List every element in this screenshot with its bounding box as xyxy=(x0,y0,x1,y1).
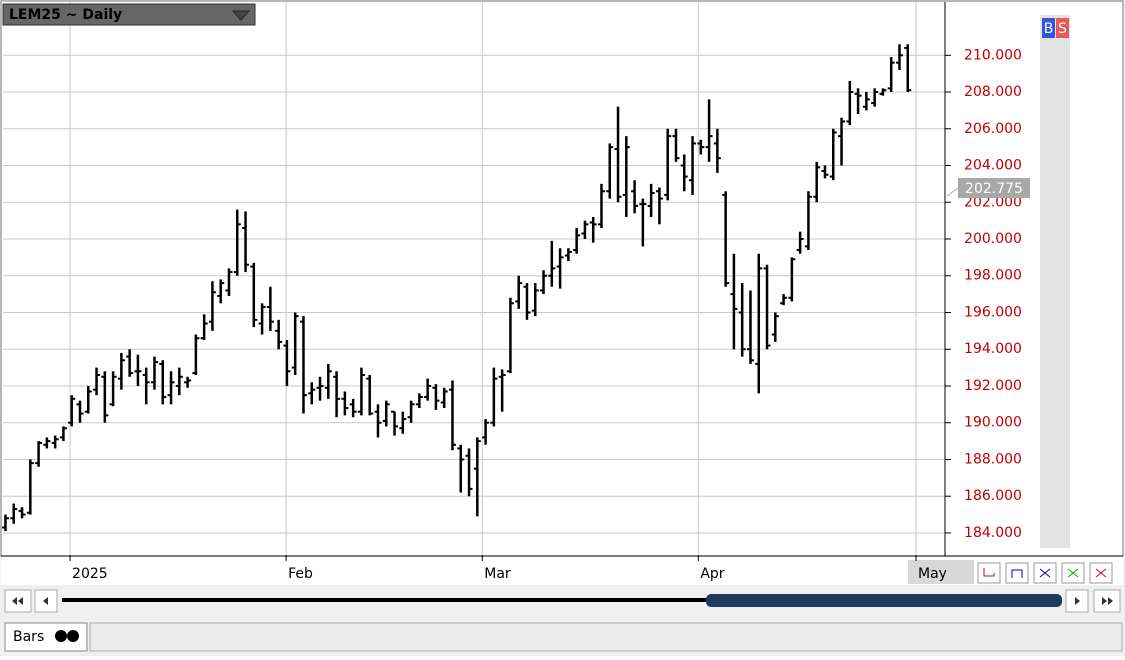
last-price-box xyxy=(958,178,1030,199)
title-box[interactable] xyxy=(2,3,256,26)
side-column xyxy=(1040,15,1070,548)
y-tick-label: 210.000 xyxy=(964,47,1022,63)
y-tick-label: 208.000 xyxy=(964,84,1022,100)
x-tick-label: Apr xyxy=(700,566,724,582)
y-tick-label: 198.000 xyxy=(964,268,1022,284)
tool-icon xyxy=(983,568,995,577)
tool-icon xyxy=(1067,568,1079,578)
scroll-icon xyxy=(43,597,48,605)
tool-button[interactable] xyxy=(977,562,1001,584)
tab-icon xyxy=(67,630,79,642)
y-tick-label: 190.000 xyxy=(964,415,1022,431)
x-tick-label: 2025 xyxy=(72,566,108,582)
scrollbar xyxy=(4,589,1121,613)
y-tick-label: 184.000 xyxy=(964,525,1022,541)
y-tick-label: 200.000 xyxy=(964,231,1022,247)
scroll-icon xyxy=(12,597,23,605)
tool-icon xyxy=(1039,568,1051,578)
scroll-thumb[interactable] xyxy=(706,594,1062,607)
sell-button[interactable] xyxy=(1056,18,1069,38)
tool-button[interactable] xyxy=(1005,562,1029,584)
x-tick-label: May xyxy=(918,566,947,582)
x-tick-label: Mar xyxy=(484,566,511,582)
tool-icon xyxy=(1095,568,1107,578)
y-tick-label: 206.000 xyxy=(964,121,1022,137)
y-tick-label: 192.000 xyxy=(964,378,1022,394)
tab-icon xyxy=(55,630,67,642)
chart-title: LEM25 ~ Daily xyxy=(9,7,122,23)
y-tick-label: 204.000 xyxy=(964,158,1022,174)
tool-icon xyxy=(1011,569,1023,578)
sell-label: S xyxy=(1058,21,1067,37)
price-pointer xyxy=(946,187,959,197)
scroll-icon xyxy=(1102,597,1113,605)
buy-label: B xyxy=(1044,21,1054,37)
tab-label: Bars xyxy=(13,629,44,645)
y-tick-label: 188.000 xyxy=(964,451,1022,467)
chart-frame xyxy=(0,0,1124,557)
y-tick-label: 186.000 xyxy=(964,488,1022,504)
x-tick-label: Feb xyxy=(288,566,313,582)
dropdown-arrow xyxy=(231,10,251,21)
y-tick-label: 196.000 xyxy=(964,304,1022,320)
toolbar-buttons xyxy=(977,562,1113,584)
y-tick-label: 194.000 xyxy=(964,341,1022,357)
y-tick-label: 202.000 xyxy=(964,194,1022,210)
date-highlight xyxy=(908,560,974,584)
tab-strip xyxy=(89,622,1123,652)
buy-button[interactable] xyxy=(1042,18,1055,38)
scroll-icon xyxy=(1075,597,1080,605)
last-price-label: 202.775 xyxy=(965,181,1023,197)
